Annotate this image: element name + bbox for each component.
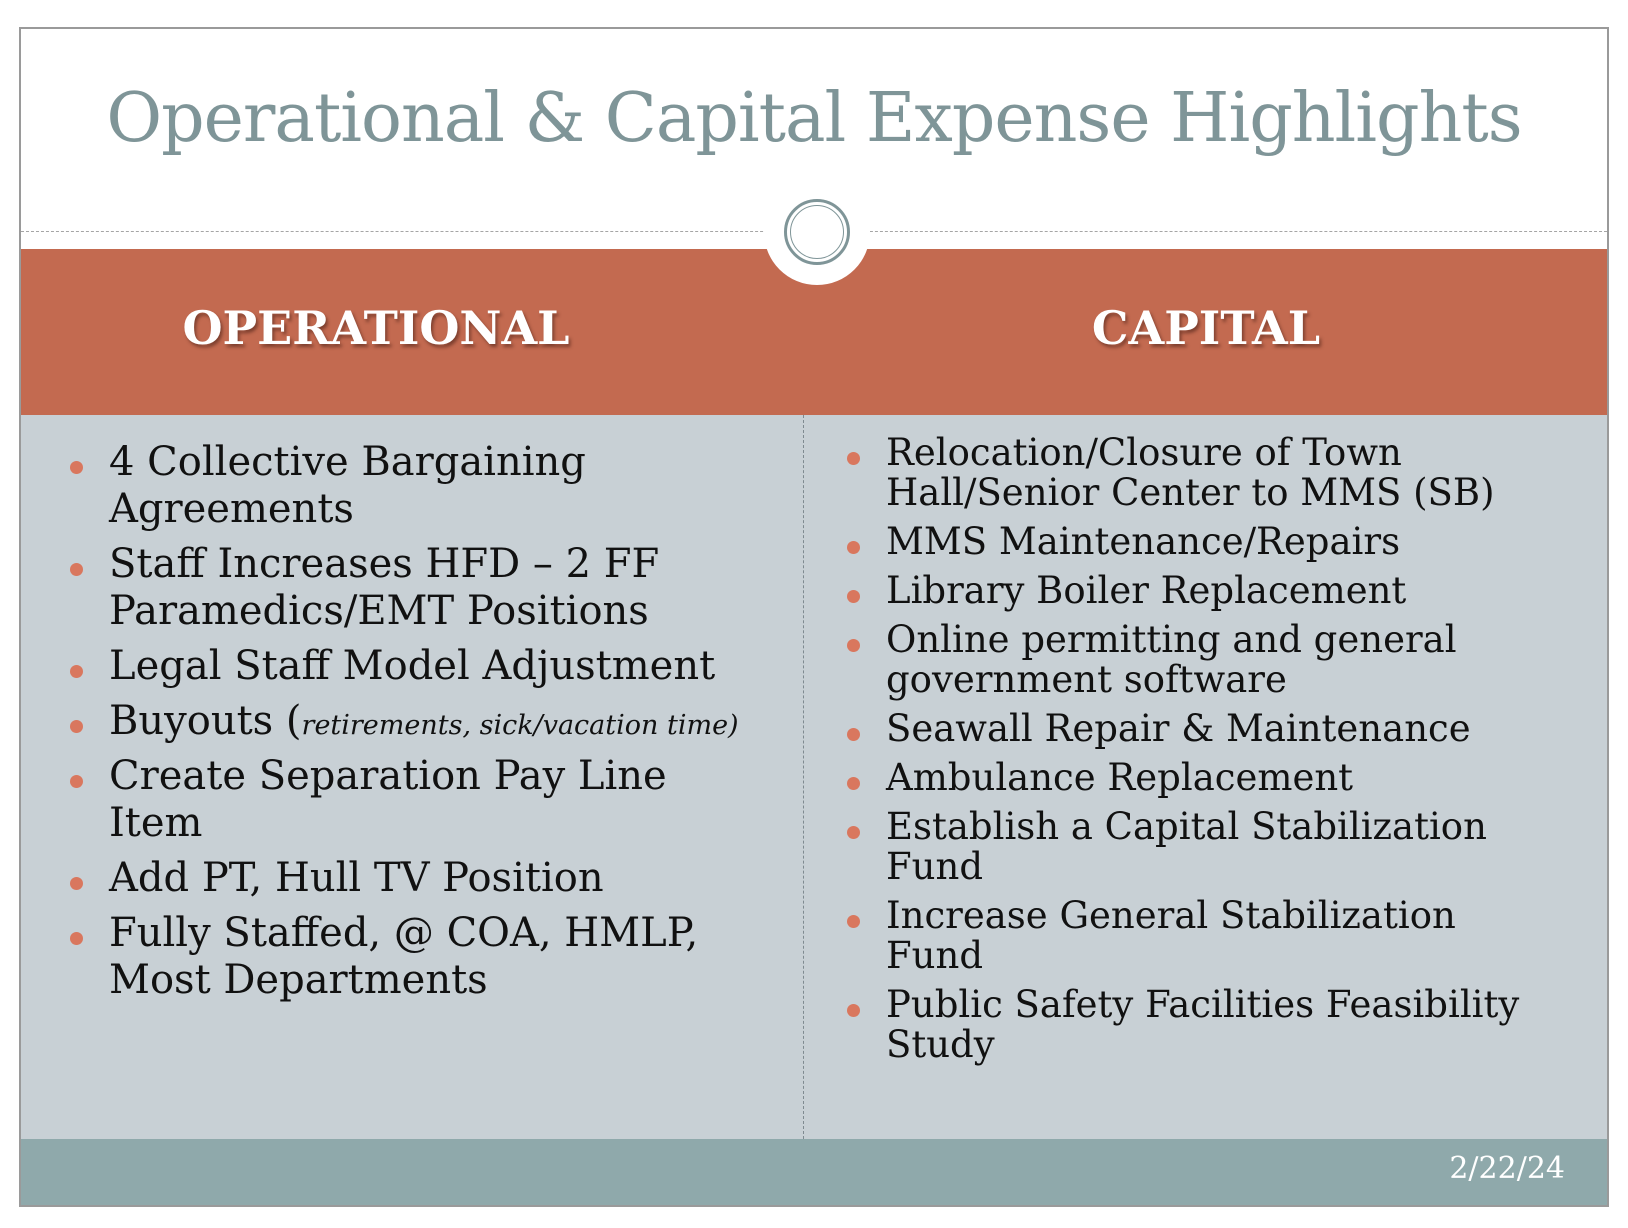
list-item: Create Separation Pay Line Item [68, 753, 748, 847]
slide-date: 2/22/24 [1449, 1151, 1565, 1186]
footer-band [21, 1139, 1607, 1205]
list-item: Add PT, Hull TV Position [68, 855, 748, 902]
content-band [21, 415, 1607, 1139]
bullet-icon [70, 665, 83, 678]
circle-ornament-inner-ring [790, 205, 844, 259]
list-item: Staff Increases HFD – 2 FF Paramedics/EM… [68, 541, 748, 635]
operational-list: 4 Collective Bargaining Agreements Staff… [68, 439, 748, 1012]
item-note: retirements, sick/vacation time) [301, 710, 739, 741]
operational-heading: OPERATIONAL [182, 301, 570, 355]
bullet-icon [70, 775, 83, 788]
bullet-icon [847, 728, 860, 741]
capital-heading: CAPITAL [1091, 301, 1321, 355]
list-item: Establish a Capital Stabilization Fund [843, 807, 1563, 887]
list-item: Online permitting and general government… [843, 620, 1563, 700]
bullet-icon [70, 877, 83, 890]
bullet-icon [847, 452, 860, 465]
bullet-icon [847, 826, 860, 839]
list-item: Ambulance Replacement [843, 758, 1563, 798]
bullet-icon [847, 639, 860, 652]
column-divider [803, 415, 804, 1139]
list-item: Fully Staffed, @ COA, HMLP, Most Departm… [68, 910, 748, 1004]
list-item: Buyouts (retirements, sick/vacation time… [68, 698, 748, 745]
list-item: MMS Maintenance/Repairs [843, 522, 1563, 562]
list-item: Increase General Stabilization Fund [843, 896, 1563, 976]
bullet-icon [847, 1004, 860, 1017]
list-item: Library Boiler Replacement [843, 571, 1563, 611]
list-item: Relocation/Closure of Town Hall/Senior C… [843, 433, 1563, 513]
slide: Operational & Capital Expense Highlights… [19, 27, 1609, 1207]
list-item: Public Safety Facilities Feasibility Stu… [843, 985, 1563, 1065]
bullet-icon [847, 777, 860, 790]
bullet-icon [847, 541, 860, 554]
list-item: Seawall Repair & Maintenance [843, 709, 1563, 749]
bullet-icon [70, 720, 83, 733]
bullet-icon [70, 563, 83, 576]
bullet-icon [847, 590, 860, 603]
list-item: 4 Collective Bargaining Agreements [68, 439, 748, 533]
bullet-icon [70, 932, 83, 945]
slide-title: Operational & Capital Expense Highlights [106, 79, 1522, 158]
bullet-icon [70, 461, 83, 474]
capital-list: Relocation/Closure of Town Hall/Senior C… [843, 433, 1563, 1074]
list-item: Legal Staff Model Adjustment [68, 643, 748, 690]
bullet-icon [847, 915, 860, 928]
